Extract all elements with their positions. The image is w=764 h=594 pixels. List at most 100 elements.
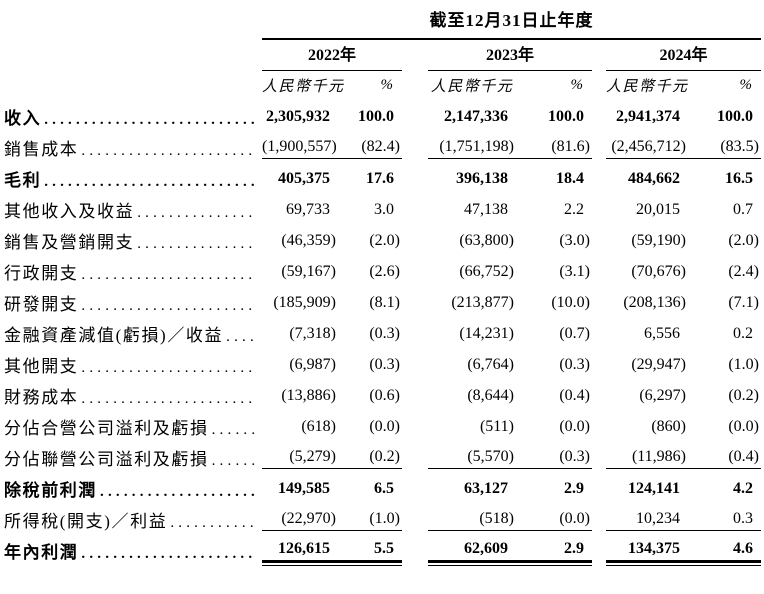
amount-2023-cell: (5,570) xyxy=(428,442,516,473)
percent-label: % xyxy=(739,77,753,94)
column-gap xyxy=(592,70,606,101)
dot-leader: ........................................… xyxy=(81,360,256,376)
percent-2023-cell: 2.9 xyxy=(516,535,592,566)
column-gap xyxy=(402,39,428,70)
percent-2024-cell: 0.2 xyxy=(733,325,753,342)
percent-2022-cell: 5.5 xyxy=(338,535,402,566)
row-label: 收入......................................… xyxy=(4,101,262,132)
currency-unit-label: 人民幣千元 xyxy=(262,79,345,96)
amount-2024-cell: 2,941,374 xyxy=(616,108,680,125)
amount-2023-cell: (6,764) xyxy=(467,356,514,373)
currency-unit-label: 人民幣千元 xyxy=(430,79,514,96)
dot-leader: ........................................… xyxy=(44,112,256,128)
amount-2022-cell: 149,585 xyxy=(278,480,330,497)
amount-2024-cell: 20,015 xyxy=(636,201,680,218)
amount-2022-cell: (7,318) xyxy=(289,325,336,342)
percent-2022-cell: (82.4) xyxy=(338,132,402,163)
amount-2022-cell: (22,970) xyxy=(262,504,338,535)
column-gap xyxy=(402,442,428,473)
pct-header-2024: % xyxy=(688,70,761,101)
amount-2022-cell: (5,279) xyxy=(262,442,338,473)
percent-2024-cell: (2.0) xyxy=(728,232,759,249)
percent-2024-cell: 4.6 xyxy=(688,535,761,566)
column-gap xyxy=(592,535,606,566)
amount-2022-cell: (6,987) xyxy=(289,356,336,373)
row-label: 銷售成本....................................… xyxy=(4,132,262,163)
row-revenue: 收入......................................… xyxy=(4,101,761,132)
dot-leader: ........................................… xyxy=(44,174,256,190)
financial-statement-page: 截至12月31日止年度 2022年 2023年 2024年 人民幣千元 xyxy=(4,6,761,566)
row-label-text: 行政開支 xyxy=(4,264,79,283)
percent-2022-cell: (0.3) xyxy=(369,325,400,342)
percent-2022-cell: (8.1) xyxy=(369,294,400,311)
dot-leader: ........................................… xyxy=(81,298,256,314)
column-gap xyxy=(402,318,428,349)
percent-2023-cell: (10.0) xyxy=(551,294,590,311)
row-label-text: 年內利潤 xyxy=(4,543,79,562)
row-label: 行政開支....................................… xyxy=(4,256,262,287)
column-gap xyxy=(592,225,606,256)
dot-leader: ........................................… xyxy=(137,236,256,252)
percent-2022-cell: (1.0) xyxy=(338,504,402,535)
row-label: 所得稅(開支)／利益..............................… xyxy=(4,504,262,535)
row-label-text: 收入 xyxy=(4,109,42,128)
amount-2023-cell: (63,800) xyxy=(459,232,514,249)
dot-leader: ........................................… xyxy=(226,329,256,345)
percent-2024-cell: 100.0 xyxy=(717,108,753,125)
year-header-row: 2022年 2023年 2024年 xyxy=(4,39,761,71)
column-gap xyxy=(402,132,428,163)
period-header-row: 截至12月31日止年度 xyxy=(4,6,761,40)
amount-2022-cell: 2,305,932 xyxy=(266,108,330,125)
amount-2024-cell: (2,456,712) xyxy=(606,132,688,163)
year-header-2024: 2024年 xyxy=(606,39,761,71)
year-header-2023: 2023年 xyxy=(428,39,592,71)
year-label: 2024年 xyxy=(659,46,708,64)
amount-2024-cell: 124,141 xyxy=(628,480,680,497)
percent-2022-cell: (2.0) xyxy=(369,232,400,249)
row-label: 財務成本....................................… xyxy=(4,380,262,411)
amount-2024-cell: (11,986) xyxy=(606,442,688,473)
percent-2023-cell: (3.1) xyxy=(559,263,590,280)
row-label: 銷售及營銷開支.................................… xyxy=(4,225,262,256)
row-rd-expenses: 研發開支....................................… xyxy=(4,287,761,318)
header-spacer xyxy=(4,70,262,101)
column-gap xyxy=(402,535,428,566)
dot-leader: ........................................… xyxy=(81,267,256,283)
percent-label: % xyxy=(380,77,394,94)
unit-header-2022: 人民幣千元 xyxy=(262,70,345,101)
column-gap xyxy=(592,411,606,442)
row-label-text: 財務成本 xyxy=(4,388,79,407)
column-gap xyxy=(592,101,606,132)
column-gap xyxy=(592,132,606,163)
amount-2023-cell: 396,138 xyxy=(456,170,508,187)
column-gap xyxy=(592,39,606,70)
dot-leader: ........................................… xyxy=(81,546,256,562)
row-label: 毛利......................................… xyxy=(4,163,262,194)
row-label-text: 分佔合營公司溢利及虧損 xyxy=(4,419,209,438)
amount-2023-cell: (518) xyxy=(428,504,516,535)
amount-2023-cell: (511) xyxy=(479,418,514,435)
column-gap xyxy=(402,194,428,225)
amount-2024-cell: (29,947) xyxy=(631,356,686,373)
row-other-income-and-gains: 其他收入及收益.................................… xyxy=(4,194,761,225)
column-gap xyxy=(402,70,428,101)
amount-2024-cell: (860) xyxy=(651,418,686,435)
percent-2022-cell: (0.3) xyxy=(369,356,400,373)
row-label-text: 銷售成本 xyxy=(4,140,79,159)
column-gap xyxy=(402,225,428,256)
row-income-tax: 所得稅(開支)／利益..............................… xyxy=(4,504,761,535)
amount-2022-cell: 126,615 xyxy=(262,535,338,566)
amount-2024-cell: 6,556 xyxy=(644,325,680,342)
period-header: 截至12月31日止年度 xyxy=(429,11,594,30)
percent-2024-cell: (0.4) xyxy=(688,442,761,473)
row-finance-costs: 財務成本....................................… xyxy=(4,380,761,411)
percent-2023-cell: (0.3) xyxy=(516,442,592,473)
percent-2023-cell: 100.0 xyxy=(548,108,584,125)
header-spacer xyxy=(4,39,262,70)
amount-2022-cell: 69,733 xyxy=(286,201,330,218)
amount-2024-cell: (70,676) xyxy=(631,263,686,280)
column-gap xyxy=(402,101,428,132)
amount-2023-cell: (8,644) xyxy=(467,387,514,404)
unit-header-2023: 人民幣千元 xyxy=(428,70,516,101)
amount-2023-cell: (1,751,198) xyxy=(428,132,516,163)
